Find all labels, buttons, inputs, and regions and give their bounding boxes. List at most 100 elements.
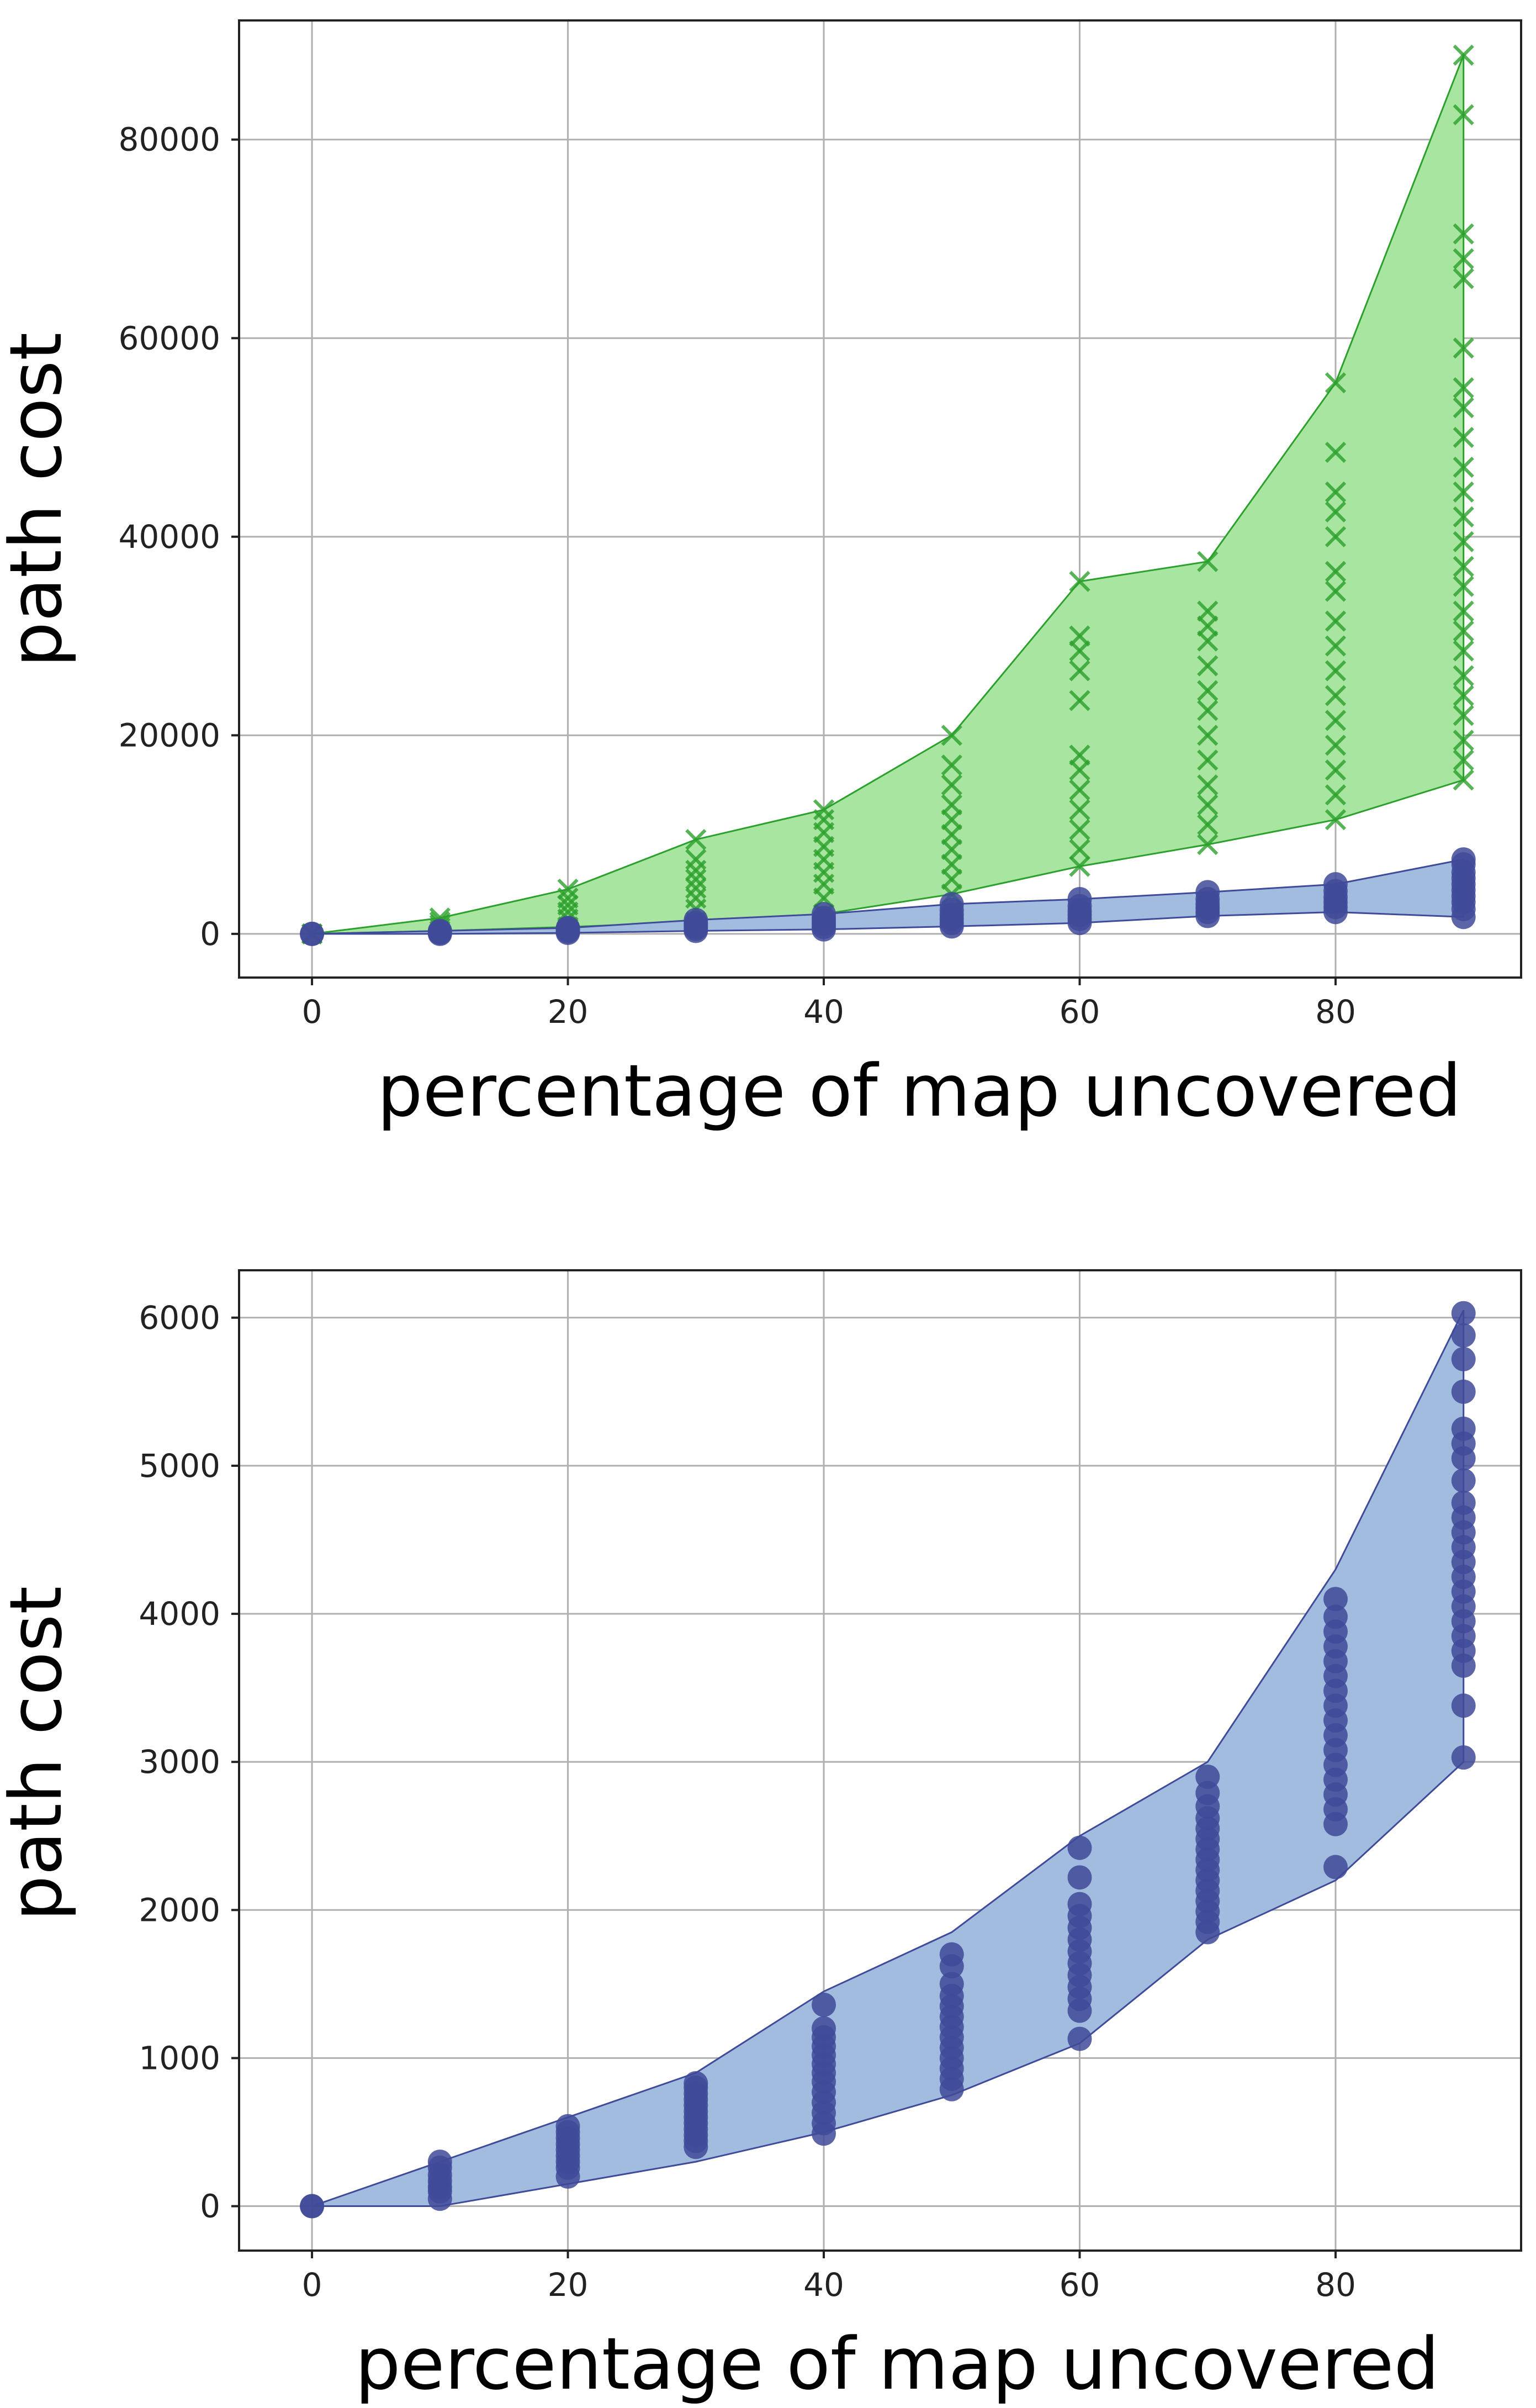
data-point-x-marker	[685, 878, 707, 899]
data-point-circle	[1323, 1604, 1348, 1629]
data-point-x-marker	[1453, 685, 1474, 706]
x-axis-label: percentage of map uncovered	[355, 2322, 1439, 2406]
data-point-x-marker	[1325, 809, 1347, 831]
data-point-circle	[1451, 1693, 1476, 1718]
y-tick-label: 60000	[118, 319, 220, 357]
data-point-x-marker	[1453, 531, 1474, 552]
data-point-x-marker	[1453, 575, 1474, 597]
data-point-x-marker	[1197, 615, 1219, 637]
data-point-x-marker	[1069, 856, 1090, 877]
data-point-x-marker	[1197, 794, 1219, 816]
data-point-circle	[1067, 1892, 1092, 1916]
data-point-x-marker	[1325, 441, 1347, 463]
data-point-x-marker	[557, 888, 579, 909]
data-point-circle	[1451, 847, 1476, 872]
data-point-circle	[1067, 2026, 1092, 2051]
data-point-circle	[1451, 1468, 1476, 1493]
data-point-x-marker	[1453, 397, 1474, 419]
data-point-circle	[1451, 1346, 1476, 1371]
y-tick-label: 4000	[139, 1595, 220, 1633]
data-point-x-marker	[1325, 735, 1347, 756]
data-point-x-marker	[1453, 44, 1474, 66]
data-point-x-marker	[941, 809, 962, 831]
data-point-circle	[1451, 1301, 1476, 1326]
x-tick-label: 0	[302, 2266, 322, 2304]
data-point-x-marker	[813, 809, 835, 831]
data-point-x-marker	[1453, 749, 1474, 771]
data-point-x-marker	[1453, 377, 1474, 399]
data-point-x-marker	[1325, 635, 1347, 657]
data-point-x-marker	[1453, 456, 1474, 478]
y-tick-label: 0	[200, 2188, 220, 2225]
data-point-x-marker	[1453, 769, 1474, 791]
data-point-x-marker	[941, 794, 962, 816]
data-point-circle	[1323, 872, 1348, 897]
x-tick-label: 0	[302, 993, 322, 1031]
data-point-x-marker	[1197, 700, 1219, 721]
data-point-circle	[812, 2016, 836, 2041]
data-point-x-marker	[1453, 223, 1474, 245]
data-point-x-marker	[1069, 660, 1090, 682]
data-point-x-marker	[941, 838, 962, 860]
data-point-x-marker	[1069, 640, 1090, 662]
data-point-x-marker	[685, 888, 707, 909]
plot-frame	[238, 1269, 1522, 2252]
data-point-x-marker	[1069, 625, 1090, 647]
data-point-circle	[1451, 1323, 1476, 1348]
data-point-x-marker	[1197, 749, 1219, 771]
data-point-circle	[684, 907, 708, 932]
top-chart-panel: 0 20 40 60 80 0 20000 40000 60000 80000 percentage…	[0, 19, 1522, 1133]
data-point-circle	[939, 1972, 964, 1997]
data-point-circle	[812, 901, 836, 926]
data-point-circle	[1451, 1416, 1476, 1441]
data-point-x-marker	[941, 853, 962, 875]
data-point-x-marker	[941, 754, 962, 776]
data-point-x-marker	[1197, 630, 1219, 652]
data-point-x-marker	[941, 868, 962, 890]
data-point-x-marker	[1453, 730, 1474, 751]
data-point-x-marker	[1325, 561, 1347, 582]
data-point-circle	[300, 921, 325, 946]
data-point-x-marker	[1069, 571, 1090, 592]
data-point-x-marker	[1453, 481, 1474, 503]
x-tick-label: 80	[1315, 993, 1356, 1031]
x-tick-label: 80	[1315, 2266, 1356, 2304]
data-point-x-marker	[1069, 819, 1090, 841]
data-point-x-marker	[1453, 104, 1474, 125]
data-point-circle	[684, 2071, 708, 2096]
data-point-x-marker	[685, 868, 707, 890]
y-tick-label: 20000	[118, 716, 220, 754]
y-tick-label: 5000	[139, 1447, 220, 1485]
data-point-circle	[555, 2114, 580, 2138]
data-point-x-marker	[1069, 799, 1090, 821]
data-point-circle	[812, 1992, 836, 2017]
data-point-circle	[1067, 1865, 1092, 1890]
y-tick-label: 80000	[118, 121, 220, 159]
data-point-x-marker	[1069, 779, 1090, 801]
data-point-x-marker	[1325, 501, 1347, 522]
x-tick-label: 60	[1060, 2266, 1100, 2304]
data-point-x-marker	[1325, 784, 1347, 806]
y-tick-label: 1000	[139, 2039, 220, 2077]
data-point-x-marker	[685, 848, 707, 870]
data-point-x-marker	[1197, 814, 1219, 836]
x-tick-label: 60	[1060, 993, 1100, 1031]
y-tick-label: 40000	[118, 518, 220, 556]
data-point-circle	[1451, 1745, 1476, 1770]
data-point-x-marker	[557, 894, 579, 916]
data-point-x-marker	[1453, 506, 1474, 527]
data-point-circle	[1195, 1764, 1220, 1789]
data-point-circle	[1195, 880, 1220, 905]
data-point-x-marker	[941, 725, 962, 746]
y-tick-label: 6000	[139, 1299, 220, 1337]
data-point-circle	[1067, 1835, 1092, 1860]
data-point-x-marker	[1069, 759, 1090, 781]
data-point-x-marker	[1197, 551, 1219, 572]
data-point-x-marker	[1325, 481, 1347, 503]
y-axis-label: path cost	[0, 1586, 78, 1921]
data-point-x-marker	[1453, 620, 1474, 642]
x-tick-label: 40	[803, 2266, 844, 2304]
data-point-x-marker	[557, 878, 579, 900]
data-point-circle	[1067, 886, 1092, 911]
x-axis-label: percentage of map uncovered	[377, 1049, 1461, 1133]
